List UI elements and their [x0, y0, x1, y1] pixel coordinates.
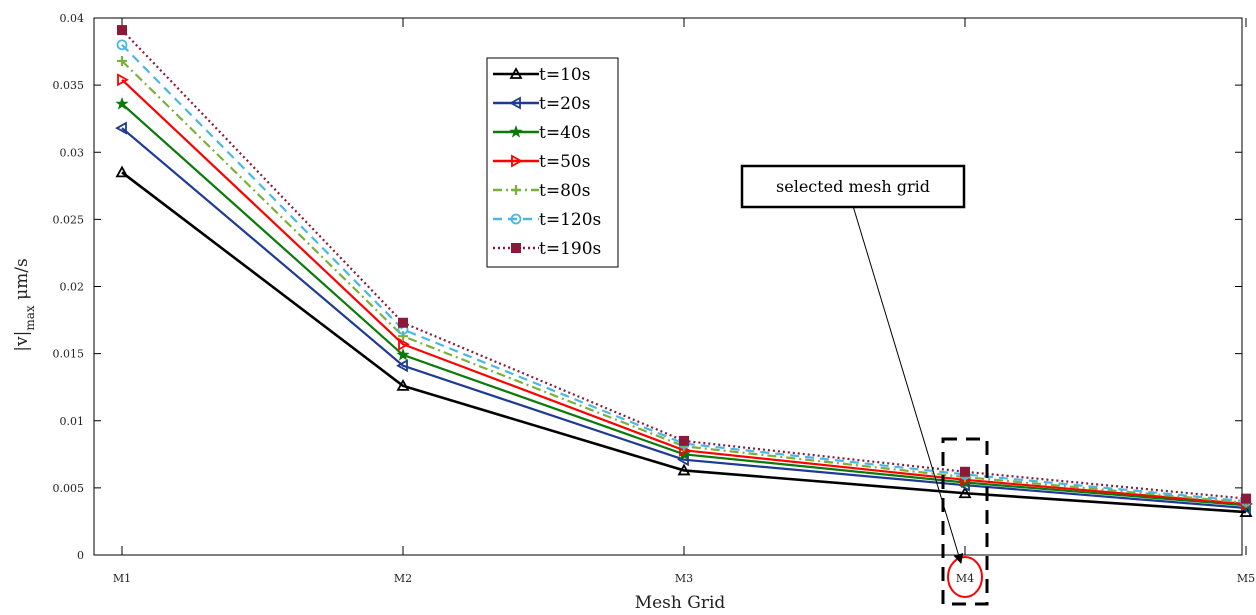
legend-item: t=10s	[493, 65, 590, 85]
y-tick-label: 0.035	[53, 79, 85, 92]
x-axis-title: Mesh Grid	[635, 593, 726, 613]
data-point	[117, 73, 129, 87]
series-t=190s	[117, 25, 1251, 504]
data-point	[117, 55, 127, 66]
y-tick-label: 0.015	[53, 348, 85, 361]
data-point	[679, 435, 689, 446]
series-t=10s	[115, 165, 1253, 517]
legend-item: t=190s	[493, 239, 601, 259]
data-point	[958, 486, 972, 499]
plot-border	[93, 17, 1243, 556]
data-point	[960, 466, 970, 477]
x-tick-label: M3	[675, 572, 693, 585]
x-tick-label: M2	[394, 572, 412, 585]
y-tick-label: 0.025	[53, 213, 85, 226]
legend-item: t=20s	[493, 94, 590, 114]
legend-item: t=80s	[493, 181, 590, 201]
y-axis: 0 0.005 0.01 0.015 0.02 0.025 0.03 0.035 0.04	[53, 12, 1242, 562]
annotation: selected mesh grid	[740, 164, 989, 606]
data-point	[1241, 493, 1251, 504]
data-point	[398, 331, 408, 342]
series-line	[121, 29, 1247, 500]
data-point	[115, 165, 129, 178]
legend-label: t=10s	[539, 65, 590, 85]
y-tick-label: 0.01	[60, 415, 85, 428]
series-line	[121, 171, 1247, 514]
legend-label: t=80s	[539, 181, 590, 201]
legend-label: t=50s	[539, 152, 590, 172]
legend-item: t=120s	[493, 210, 601, 230]
x-axis: M1 M2 M3 M4 M5	[113, 18, 1255, 585]
x-tick-label: M1	[113, 572, 131, 585]
legend-box	[486, 57, 619, 268]
legend-marker	[511, 185, 521, 195]
y-axis-title-sub: max	[23, 305, 37, 331]
annotation-box	[740, 164, 966, 209]
data-point	[677, 463, 691, 476]
svg-text:|v|max μm/s: |v|max μm/s	[12, 258, 37, 351]
data-point	[398, 337, 410, 351]
legend-marker	[511, 154, 523, 168]
series-group	[115, 25, 1253, 517]
legend-marker	[509, 125, 523, 138]
data-point	[115, 96, 129, 110]
selection-circle	[947, 556, 983, 598]
legend-label: t=120s	[539, 210, 601, 230]
annotation-arrow	[852, 205, 964, 564]
data-point	[396, 378, 410, 391]
series-line	[121, 127, 1247, 510]
legend-marker	[510, 213, 522, 225]
y-tick-label: 0.005	[53, 482, 85, 495]
data-point	[117, 25, 127, 36]
legend-label: t=40s	[539, 123, 590, 143]
legend-label: t=20s	[539, 94, 590, 114]
annotation-label: selected mesh grid	[776, 177, 930, 196]
legend-item: t=40s	[493, 123, 590, 143]
data-point	[398, 317, 408, 328]
x-tick-label: M5	[1237, 572, 1255, 585]
legend: t=10s t=20s t=40s t=50s t=80s t=120s t=190s	[486, 57, 619, 268]
series-line	[121, 60, 1247, 504]
y-tick-label: 0.03	[60, 146, 85, 159]
y-axis-title-unit: μm/s	[12, 258, 32, 305]
data-point	[396, 359, 408, 373]
data-point	[115, 121, 127, 135]
y-tick-label: 0.04	[60, 12, 85, 25]
legend-item: t=50s	[493, 152, 590, 172]
legend-marker	[511, 243, 521, 253]
data-point	[396, 347, 410, 361]
selection-box	[941, 437, 989, 606]
x-tick-label: M4	[956, 572, 974, 585]
legend-label: t=190s	[539, 239, 601, 259]
y-axis-title-base: |v|	[12, 331, 32, 352]
data-point	[116, 39, 128, 51]
y-tick-label: 0	[77, 549, 84, 562]
legend-marker	[509, 96, 521, 110]
plot-frame	[93, 17, 1243, 556]
y-axis-title: |v|max μm/s	[12, 258, 37, 351]
legend-marker	[509, 67, 523, 79]
series-line	[121, 44, 1247, 503]
y-tick-label: 0.02	[60, 281, 85, 294]
